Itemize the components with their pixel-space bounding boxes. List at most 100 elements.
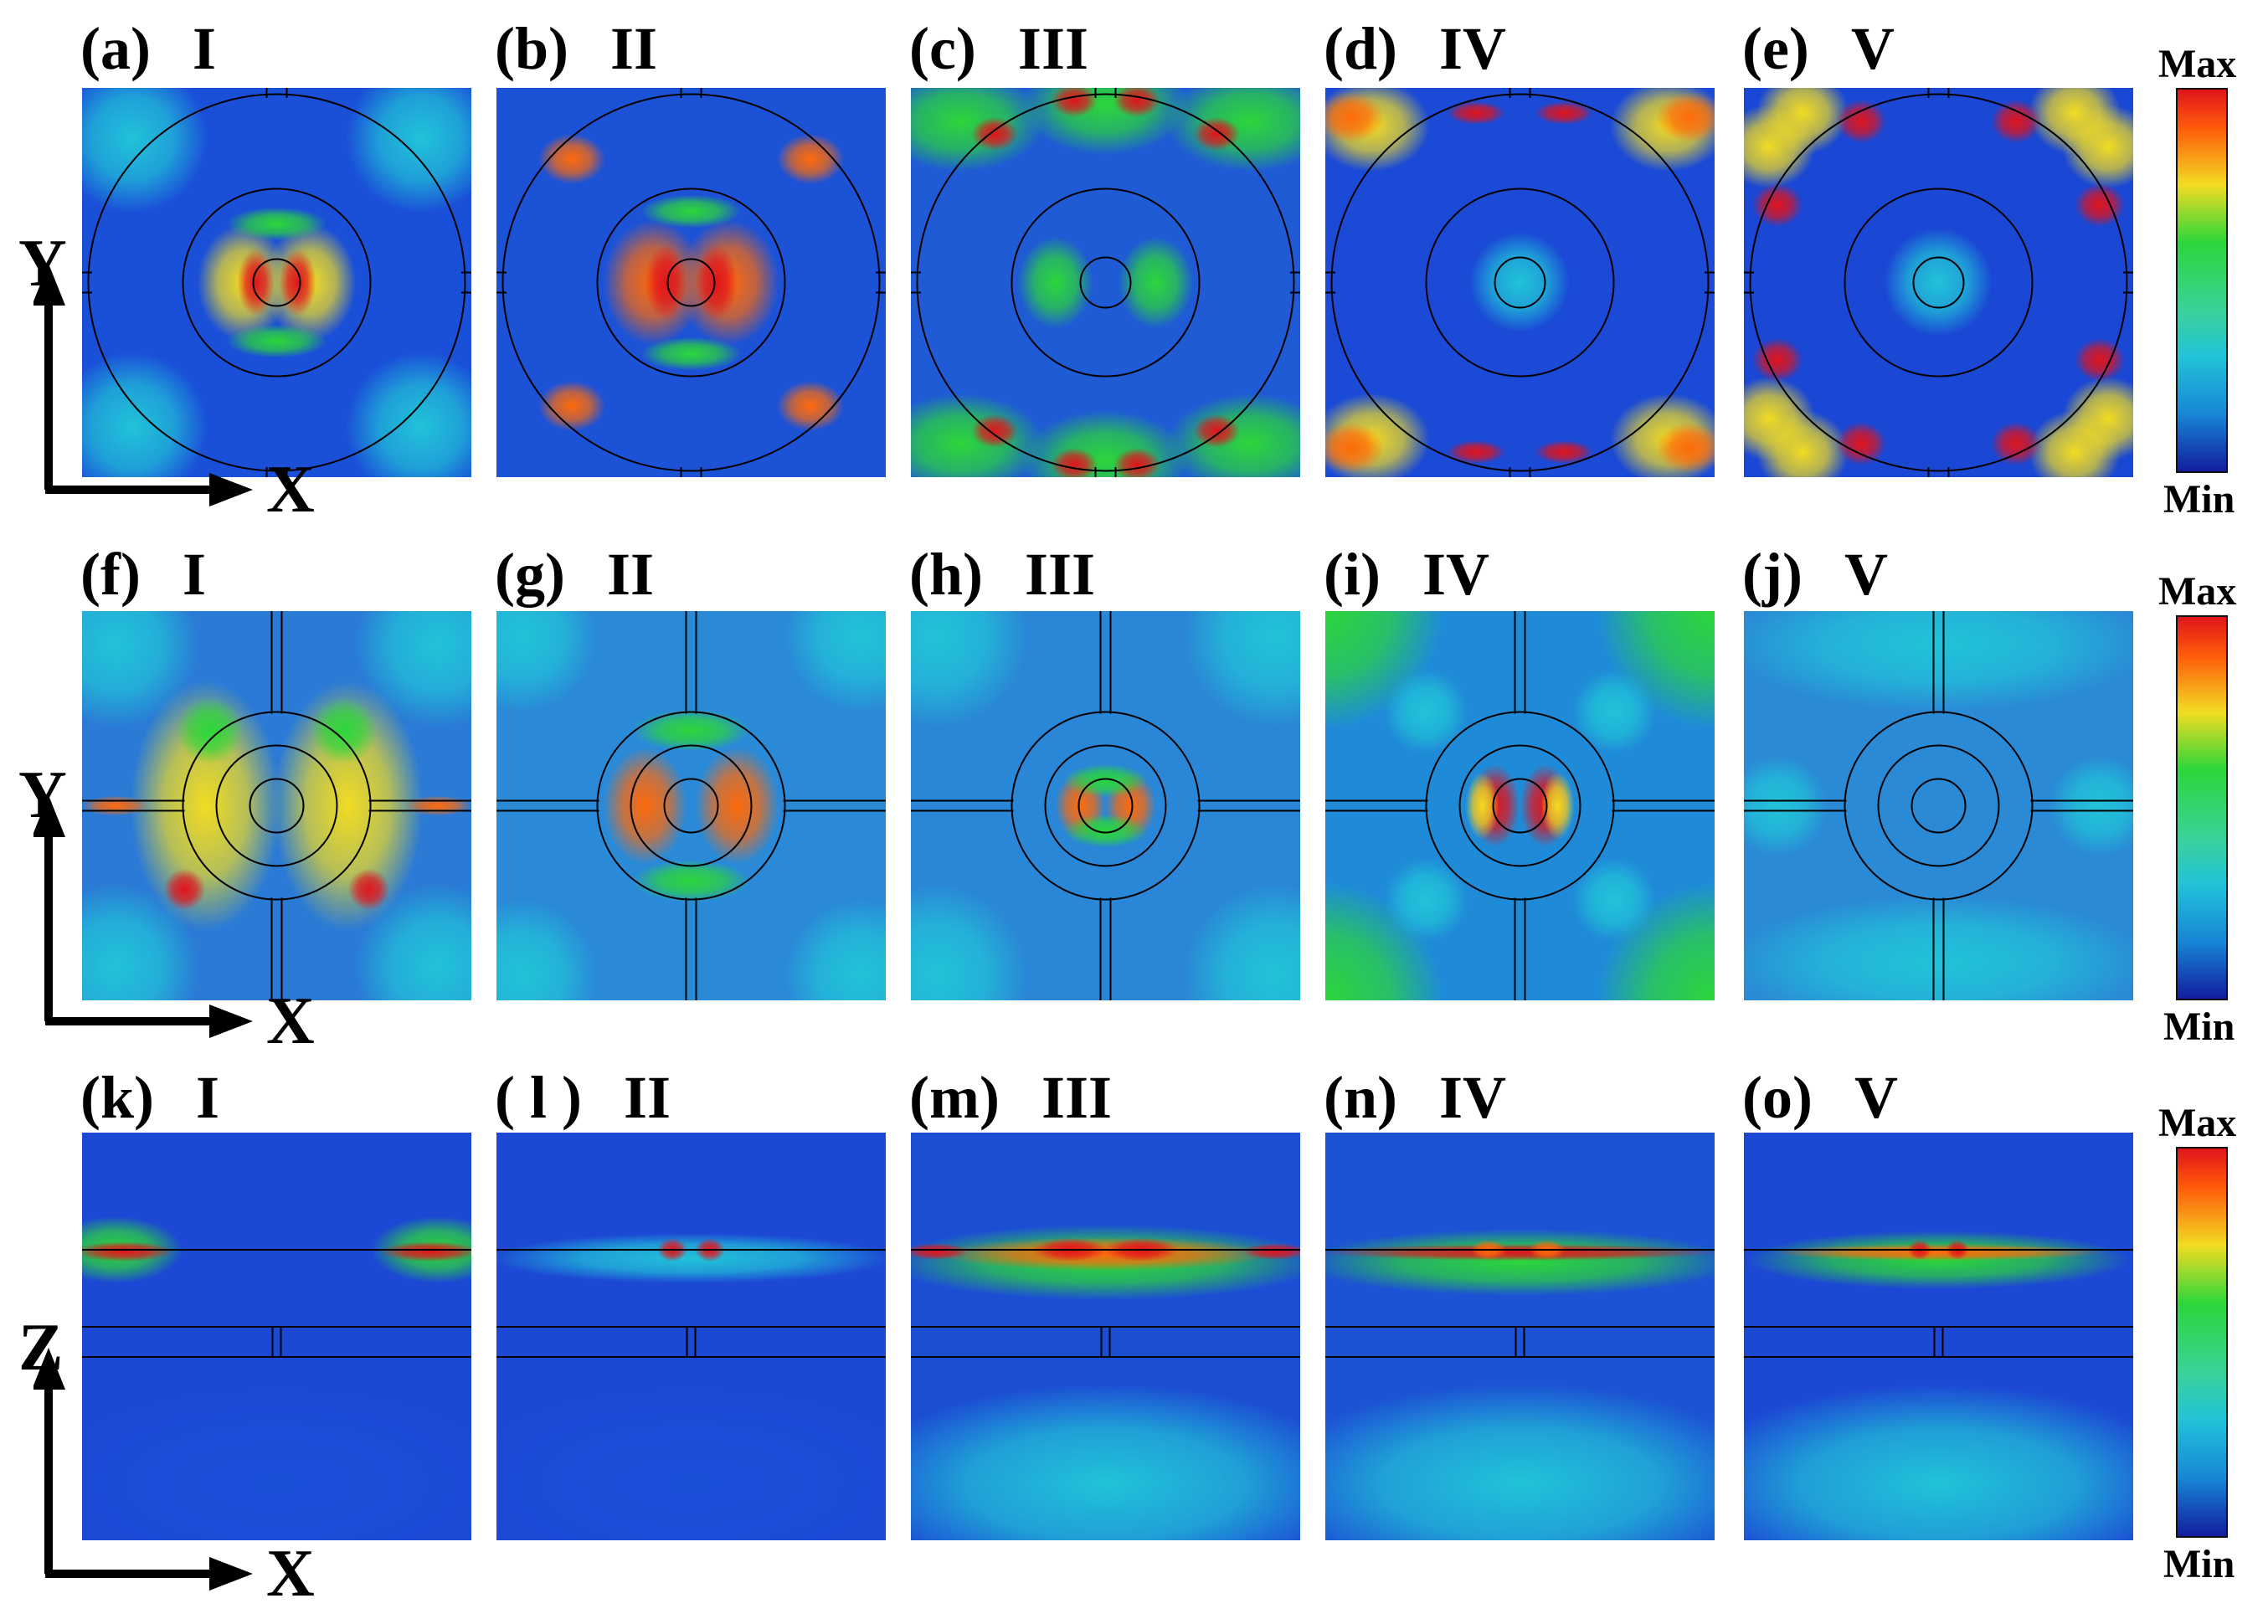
outer-ring-outline (87, 93, 466, 472)
mode-label: V (1850, 15, 1895, 82)
colorbar-max-label: Max (2158, 569, 2237, 614)
inner-disc-outline (1077, 778, 1134, 834)
panel-label: (m) III (909, 1067, 1112, 1128)
panel-letter: (j) (1742, 541, 1803, 608)
corner-field (785, 611, 886, 712)
axis-arrows (33, 239, 268, 540)
panel-letter: (d) (1324, 15, 1397, 82)
middle-ring-outline (1044, 744, 1167, 867)
corner-field (1597, 883, 1715, 1000)
edge-hotspot (2075, 183, 2125, 227)
vertical-arrowhead (33, 264, 65, 306)
middle-ring-outline (215, 744, 338, 867)
corner-field (1325, 883, 1443, 1000)
outer-ring-outline (1425, 711, 1615, 901)
field-hotspot (632, 860, 750, 902)
edge-hotspot (1991, 422, 2041, 465)
horizontal-arrowhead (209, 1005, 253, 1038)
edge-field (2029, 410, 2121, 477)
horizontal-axis-label: X (266, 984, 315, 1058)
edge-hotspot (1535, 440, 1593, 464)
field-hotspot (1384, 670, 1468, 753)
axis-arrows (33, 770, 268, 1072)
field-hotspot (603, 747, 687, 865)
vertical-axis-label: Y (18, 227, 67, 301)
colorbar-min-label: Min (2163, 477, 2235, 522)
field-hotspot (1063, 763, 1148, 798)
edge-hotspot (538, 134, 605, 184)
field-hotspot (1469, 232, 1570, 332)
surface-field (938, 1237, 1273, 1271)
edge-hotspot (1752, 183, 1803, 227)
mode-label: IV (1439, 1064, 1507, 1131)
field-map-xy (911, 88, 1300, 477)
field-map-xy (1325, 611, 1715, 1000)
horizontal-arrowhead (209, 1557, 253, 1591)
edge-field (2029, 88, 2121, 155)
axis-arrows (33, 1323, 268, 1624)
edge-hotspot (1447, 101, 1505, 125)
surface-hotspot (911, 1243, 969, 1260)
panel-label: (b) II (495, 18, 657, 79)
corner-hotspot (1325, 423, 1384, 473)
field-hotspot (632, 709, 750, 752)
edge-hotspot (971, 117, 1018, 151)
panel-letter: (i) (1324, 541, 1381, 608)
inner-disc-outline (663, 778, 719, 834)
field-hotspot (404, 795, 471, 816)
outer-ring-outline (916, 93, 1295, 472)
edge-hotspot (777, 381, 844, 431)
corner-field (911, 883, 1028, 1000)
panel-letter: (m) (909, 1064, 1000, 1131)
corner-hotspot (1656, 423, 1715, 473)
edge-hotspot (2075, 338, 2125, 382)
mode-label: IV (1422, 541, 1489, 608)
panel-letter: (c) (909, 15, 976, 82)
corner-field (1597, 611, 1715, 728)
field-hotspot (1572, 858, 1656, 942)
edge-hotspot (1535, 101, 1593, 125)
vertical-arrowhead (33, 795, 65, 837)
panel-label: (o) V (1742, 1067, 1898, 1128)
panel-letter: ( l ) (495, 1064, 582, 1131)
colorbar-max-label: Max (2158, 1101, 2237, 1145)
edge-field (1756, 88, 1849, 155)
substrate-field (911, 1384, 1300, 1540)
mode-label: III (1041, 1064, 1112, 1131)
mode-label: III (1025, 541, 1096, 608)
mode-label: IV (1439, 15, 1507, 82)
field-hotspot (2049, 755, 2133, 856)
corner-field (346, 88, 471, 213)
corner-field (82, 352, 208, 477)
mode-label: II (606, 541, 654, 608)
surface-hotspot (1242, 1243, 1300, 1260)
panel-label: (f) I (80, 544, 206, 604)
field-hotspot (310, 696, 378, 764)
field-hotspot (1465, 772, 1499, 840)
field-map-xy (82, 611, 471, 1000)
surface-hotspot (82, 1241, 174, 1262)
field-hotspot (1118, 236, 1194, 329)
corner-field (911, 611, 1028, 728)
outer-ring-outline (596, 711, 786, 901)
band-field (1744, 611, 2133, 712)
surface-hotspot (1325, 1244, 1715, 1261)
panel-label: (a) I (80, 18, 216, 79)
corner-hotspot (1325, 92, 1384, 142)
edge-hotspot (1193, 117, 1240, 151)
band-field (1744, 896, 2133, 1000)
substrate-field (1325, 1384, 1715, 1540)
substrate-field (496, 1384, 886, 1540)
field-hotspot (640, 194, 742, 229)
outer-ring-outline (1844, 711, 2034, 901)
mode-label: II (610, 15, 658, 82)
corner-field (785, 900, 886, 1000)
inner-disc-outline (666, 258, 716, 307)
field-map-xz (1744, 1133, 2133, 1540)
field-map-xy (1744, 88, 2133, 477)
outer-ring-outline (1749, 93, 2128, 472)
mode-label: V (1854, 1064, 1898, 1131)
outer-ring-outline (182, 711, 372, 901)
horizontal-axis-label: X (266, 453, 315, 527)
